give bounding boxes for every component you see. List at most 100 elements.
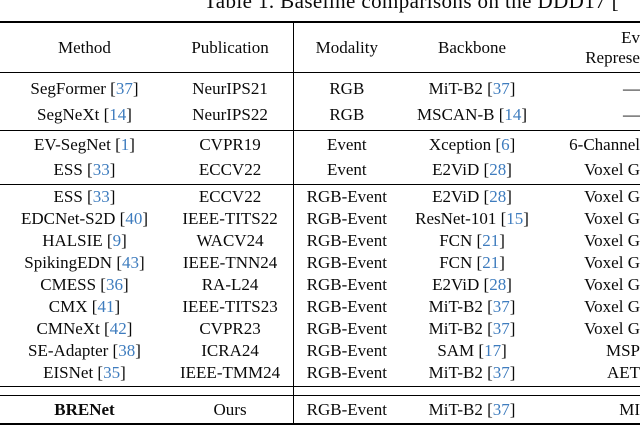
citation-link[interactable]: 28: [489, 186, 507, 206]
method-cell-label: HALSIE [: [42, 230, 113, 250]
event-representation-cell: —: [622, 78, 640, 98]
citation-link[interactable]: 37: [492, 399, 510, 419]
event-representation-cell: —: [622, 104, 640, 124]
column-divider: [293, 23, 295, 424]
backbone-cell-label: MiT-B2 [: [428, 363, 493, 383]
backbone-cell: MiT-B2 [37]: [402, 319, 541, 339]
backbone-cell-label: MiT-B2 [: [428, 78, 493, 98]
publication-cell: ECCV22: [198, 186, 262, 206]
method-cell-bracket: ]: [109, 159, 116, 179]
method-cell-bracket: ]: [129, 135, 135, 155]
method-cell: SegNeXt [14]: [0, 105, 169, 125]
citation-link[interactable]: 43: [122, 252, 139, 272]
citation-link[interactable]: 28: [489, 159, 507, 179]
col-header-event-representation-line1: Ev: [621, 27, 640, 47]
modality-cell: RGB-Event: [306, 319, 387, 339]
citation-link[interactable]: 14: [504, 104, 522, 124]
backbone-cell-bracket: ]: [509, 319, 516, 339]
event-representation-cell: Voxel G: [584, 159, 640, 179]
backbone-cell: ResNet-101 [15]: [402, 209, 541, 229]
double-rule-top: [0, 386, 640, 388]
method-cell-label: CMX [: [48, 297, 98, 317]
table-caption: Table 1. Baseline comparisons on the DDD…: [204, 0, 620, 13]
citation-link[interactable]: 6: [501, 135, 510, 155]
event-representation-cell: MSP: [605, 341, 640, 361]
citation-link[interactable]: 36: [105, 274, 123, 294]
citation-link[interactable]: 21: [482, 230, 500, 250]
backbone-cell-bracket: ]: [509, 135, 516, 155]
method-cell: ESS [33]: [0, 160, 169, 180]
method-cell: HALSIE [9]: [0, 231, 169, 251]
method-cell-bracket: ]: [120, 363, 126, 383]
backbone-cell-bracket: ]: [506, 186, 512, 206]
citation-link[interactable]: 40: [125, 208, 143, 228]
publication-cell: IEEE-TITS23: [182, 297, 278, 317]
citation-link[interactable]: 37: [492, 297, 510, 317]
citation-link[interactable]: 28: [489, 274, 507, 294]
col-header-publication: Publication: [191, 37, 269, 57]
modality-cell: RGB-Event: [306, 252, 387, 272]
backbone-cell-label: ResNet-101 [: [415, 208, 507, 228]
event-representation-cell: Voxel G: [584, 186, 640, 206]
table-row: ESS [33] ECCV22 RGB-Event E2ViD [28] Voxel G: [0, 186, 640, 207]
event-representation-cell: Voxel G: [584, 319, 640, 339]
backbone-cell-label: MSCAN-B [: [417, 104, 505, 124]
publication-cell: CVPR23: [199, 319, 261, 339]
method-cell-bracket: ]: [121, 230, 127, 250]
backbone-cell-label: MiT-B2 [: [428, 297, 493, 317]
group-rule-2: [0, 184, 640, 186]
method-cell-label: EV-SegNet [: [34, 135, 121, 155]
citation-link[interactable]: 38: [118, 341, 136, 361]
method-cell-label: ESS [: [53, 186, 93, 206]
citation-link[interactable]: 37: [115, 78, 133, 98]
method-cell-bracket: ]: [109, 186, 116, 206]
group-rgb-methods: SegFormer [37] NeurIPS21 RGB MiT-B2 [37] — Se…: [0, 73, 640, 130]
citation-link[interactable]: 17: [484, 341, 502, 361]
method-cell: BRENet: [54, 399, 115, 419]
backbone-cell-label: E2ViD [: [432, 186, 490, 206]
method-cell: SegFormer [37]: [0, 79, 169, 99]
citation-link[interactable]: 35: [103, 363, 121, 383]
table-row: EDCNet-S2D [40] IEEE-TITS22 RGB-Event ResNe…: [0, 208, 640, 229]
citation-link[interactable]: 33: [92, 186, 110, 206]
method-cell-label: ESS [: [53, 159, 93, 179]
table-top-rule: [0, 21, 640, 23]
group-event-methods: EV-SegNet [1] CVPR19 Event Xception [6] 6-Ch…: [0, 131, 640, 184]
event-representation-cell: Voxel G: [584, 274, 640, 294]
citation-link[interactable]: 14: [109, 104, 127, 124]
citation-link[interactable]: 21: [482, 252, 500, 272]
table-row: EISNet [35] IEEE-TMM24 RGB-Event MiT-B2 [37…: [0, 363, 640, 384]
backbone-cell-label: E2ViD [: [432, 159, 490, 179]
citation-link[interactable]: 9: [112, 230, 122, 250]
citation-link[interactable]: 1: [120, 135, 130, 155]
publication-cell: IEEE-TNN24: [182, 252, 278, 272]
citation-link[interactable]: 37: [492, 78, 510, 98]
backbone-cell-bracket: ]: [509, 297, 516, 317]
event-representation-cell: Voxel G: [584, 230, 640, 250]
table-row: EV-SegNet [1] CVPR19 Event Xception [6] 6-Ch…: [0, 135, 640, 156]
modality-cell: RGB-Event: [306, 363, 387, 383]
method-cell: ESS [33]: [0, 187, 169, 207]
backbone-cell-bracket: ]: [506, 274, 512, 294]
citation-link[interactable]: 41: [97, 297, 115, 317]
publication-cell: WACV24: [196, 230, 264, 250]
citation-link[interactable]: 37: [492, 363, 510, 383]
citation-link[interactable]: 33: [92, 159, 110, 179]
method-cell-bracket: ]: [122, 274, 129, 294]
modality-cell: RGB-Event: [306, 230, 387, 250]
publication-cell: RA-L24: [201, 274, 259, 294]
publication-cell: NeurIPS21: [192, 78, 268, 98]
event-representation-cell: 6-Channel: [569, 135, 640, 155]
citation-link[interactable]: 37: [492, 319, 510, 339]
method-cell-bracket: ]: [126, 319, 133, 339]
backbone-cell: MiT-B2 [37]: [402, 297, 541, 317]
double-rule-bottom: [0, 395, 640, 397]
header-bottom-rule: [0, 72, 640, 74]
method-cell: SpikingEDN [43]: [0, 253, 169, 273]
citation-link[interactable]: 42: [109, 319, 127, 339]
citation-link[interactable]: 15: [506, 208, 524, 228]
table-row: ESS [33] ECCV22 Event E2ViD [28] Voxel G: [0, 159, 640, 180]
publication-cell: NeurIPS22: [192, 104, 268, 124]
backbone-cell-label: E2ViD [: [432, 274, 490, 294]
